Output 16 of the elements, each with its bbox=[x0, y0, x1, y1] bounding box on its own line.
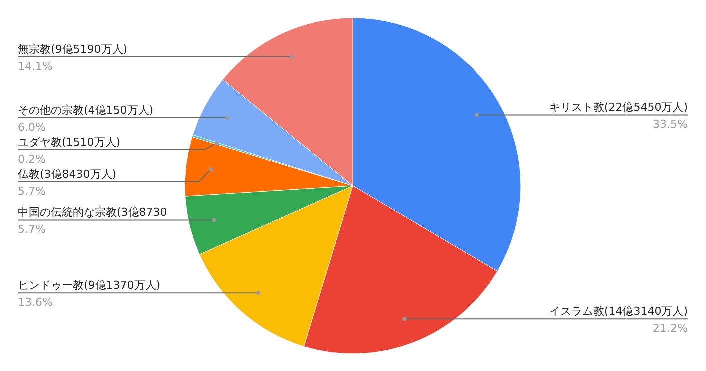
data-label: 5.7% bbox=[18, 184, 46, 198]
data-label: 21.2% bbox=[653, 322, 688, 336]
data-label: 6.0% bbox=[18, 120, 46, 134]
data-label: 33.5% bbox=[653, 118, 688, 132]
data-label: 13.6% bbox=[18, 296, 53, 310]
data-label: 5.7% bbox=[18, 223, 46, 236]
slice-label: イスラム教(14億3140万人) bbox=[549, 305, 688, 318]
slice-label: 仏教(3億8430万人) bbox=[17, 168, 117, 181]
data-label: 14.1% bbox=[18, 60, 53, 73]
slice-label: キリスト教(22億5450万人) bbox=[549, 101, 688, 114]
slice-label: その他の宗教(4億150万人) bbox=[18, 104, 154, 117]
slice-label: 中国の伝統的な宗教(3億8730 bbox=[18, 206, 168, 220]
slice-label: ユダヤ教(1510万人) bbox=[18, 136, 121, 149]
data-label: 0.2% bbox=[18, 152, 46, 166]
slice-label: ヒンドゥー教(9億1370万人) bbox=[18, 279, 161, 292]
slice-label: 無宗教(9億5190万人) bbox=[18, 42, 128, 56]
